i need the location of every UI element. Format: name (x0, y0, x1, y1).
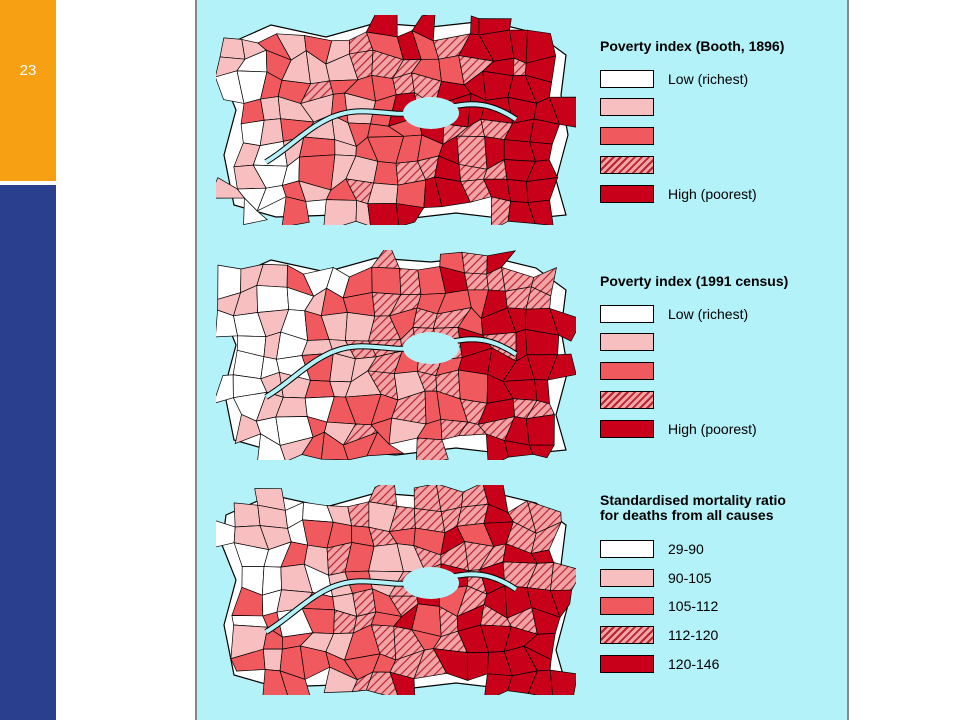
district-region (549, 669, 576, 695)
legend-label-1: Low (richest) (668, 71, 749, 87)
district-region (470, 15, 480, 36)
legend-swatch-4 (600, 626, 654, 644)
legend-label-1: 29-90 (668, 541, 704, 557)
legend-title-booth: Poverty index (Booth, 1896) (600, 38, 785, 54)
district-region (243, 197, 268, 225)
map-gap (403, 97, 459, 129)
legend-swatch-2 (600, 333, 654, 351)
legend-title-census: Poverty index (1991 census) (600, 273, 789, 289)
district-region (260, 96, 281, 121)
district-region (219, 37, 246, 60)
river-thames (264, 102, 518, 164)
slide-accent-bar (0, 0, 56, 181)
legend-label-2: 90-105 (668, 570, 712, 586)
district-region (279, 670, 311, 695)
legend-title-mortality-line1: Standardised mortality ratio (600, 492, 786, 508)
legend-swatch-2 (600, 98, 654, 116)
district-region (549, 589, 573, 619)
legend-swatch-3 (600, 362, 654, 380)
legend-swatch-1 (600, 305, 654, 323)
district-region (484, 673, 513, 695)
map-gap (403, 332, 459, 364)
river-thames (264, 572, 518, 634)
district-region (256, 285, 290, 313)
district-region (416, 437, 449, 460)
district-region (550, 562, 576, 591)
district-region (298, 136, 336, 158)
legend-swatch-4 (600, 391, 654, 409)
legend-title-mortality-line2: for deaths from all causes (600, 507, 774, 523)
legend-swatch-3 (600, 127, 654, 145)
district-region (389, 671, 416, 695)
district-region (457, 369, 489, 404)
slide-side-bar (0, 185, 56, 720)
river-thames (264, 337, 518, 399)
legend-label-5: High (poorest) (668, 186, 757, 202)
slide-number: 23 (19, 62, 37, 79)
district-region (367, 203, 400, 225)
legend-swatch-5 (600, 185, 654, 203)
district-region (373, 161, 399, 186)
district-region (281, 196, 310, 225)
district-region (395, 203, 425, 225)
district-region (233, 502, 261, 528)
legend-swatch-2 (600, 569, 654, 587)
district-region (259, 118, 284, 147)
legend-label-1: Low (richest) (668, 306, 749, 322)
district-region (528, 444, 555, 459)
legend-label-5: High (poorest) (668, 421, 757, 437)
district-region (355, 199, 371, 225)
legend-swatch-1 (600, 540, 654, 558)
district-region (464, 272, 489, 291)
legend-label-4: 112-120 (668, 627, 719, 643)
map-mortality-ratio (216, 485, 576, 695)
legend-label-3: 105-112 (668, 598, 719, 614)
district-region (527, 669, 554, 695)
district-region (302, 501, 334, 523)
legend-swatch-5 (600, 655, 654, 673)
legend-swatch-5 (600, 420, 654, 438)
district-region (547, 353, 576, 381)
district-region (257, 433, 286, 460)
district-region (461, 251, 488, 275)
legend-label-5: 120-146 (668, 656, 720, 672)
district-region (490, 196, 511, 225)
map-booth-1896 (216, 15, 576, 225)
legend-swatch-4 (600, 156, 654, 174)
district-region (352, 588, 377, 617)
map-gap (403, 567, 459, 599)
map-census-1991 (216, 250, 576, 460)
legend-swatch-1 (600, 70, 654, 88)
district-region (323, 199, 358, 225)
district-region (527, 199, 554, 225)
legend-swatch-3 (600, 597, 654, 615)
district-region (262, 648, 283, 672)
district-region (456, 135, 488, 170)
district-region (506, 178, 529, 203)
district-region (366, 431, 405, 457)
district-region (549, 307, 576, 342)
district-region (548, 96, 576, 128)
district-region (525, 414, 555, 446)
district-region (371, 266, 402, 295)
district-region (365, 671, 399, 695)
